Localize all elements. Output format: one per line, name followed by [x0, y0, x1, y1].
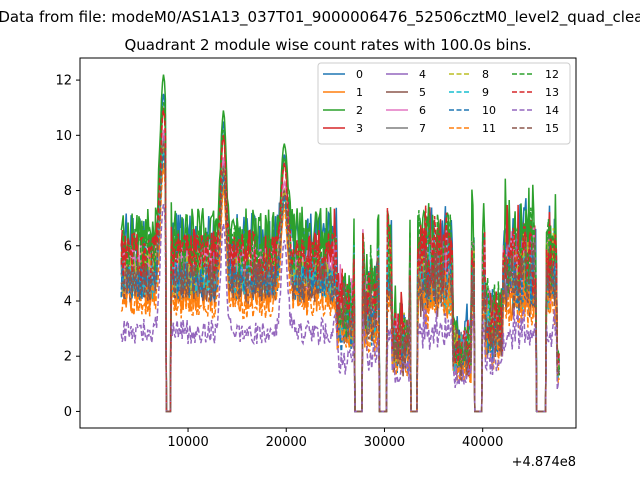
plot-frame: [79, 57, 577, 429]
y-tick-label: 0: [64, 405, 72, 420]
x-tick-label: 20000: [266, 435, 307, 450]
y-tick-label: 8: [64, 184, 72, 199]
legend-label-4: 4: [419, 68, 426, 81]
legend-box: [317, 62, 571, 145]
legend-label-8: 8: [482, 68, 489, 81]
legend-label-14: 14: [545, 104, 559, 117]
series-layer: [120, 74, 561, 413]
x-tick-label: 30000: [364, 435, 405, 450]
series-line-15: [120, 143, 561, 413]
legend-label-0: 0: [356, 68, 363, 81]
x-tick-label: 40000: [462, 435, 503, 450]
legend-label-13: 13: [545, 86, 559, 99]
legend-label-15: 15: [545, 122, 559, 135]
legend-label-1: 1: [356, 86, 363, 99]
legend-label-9: 9: [482, 86, 489, 99]
legend-label-3: 3: [356, 122, 363, 135]
y-tick-label: 12: [55, 74, 72, 89]
legend-label-2: 2: [356, 104, 363, 117]
legend-label-11: 11: [482, 122, 496, 135]
series-line-14: [120, 204, 560, 413]
y-tick-label: 2: [64, 350, 72, 365]
x-tick-label: 10000: [167, 435, 208, 450]
y-tick-label: 4: [64, 294, 72, 309]
figure-suptitle: Data from file: modeM0/AS1A13_037T01_900…: [0, 8, 640, 27]
y-tick-label: 6: [64, 239, 72, 254]
legend-label-12: 12: [545, 68, 559, 81]
y-tick-label: 10: [55, 129, 72, 144]
legend-label-7: 7: [419, 122, 426, 135]
chart-title: Quadrant 2 module wise count rates with …: [124, 36, 531, 54]
legend-label-10: 10: [482, 104, 496, 117]
legend-label-5: 5: [419, 86, 426, 99]
legend-label-6: 6: [419, 104, 426, 117]
x-offset-label: +4.874e8: [512, 455, 576, 470]
